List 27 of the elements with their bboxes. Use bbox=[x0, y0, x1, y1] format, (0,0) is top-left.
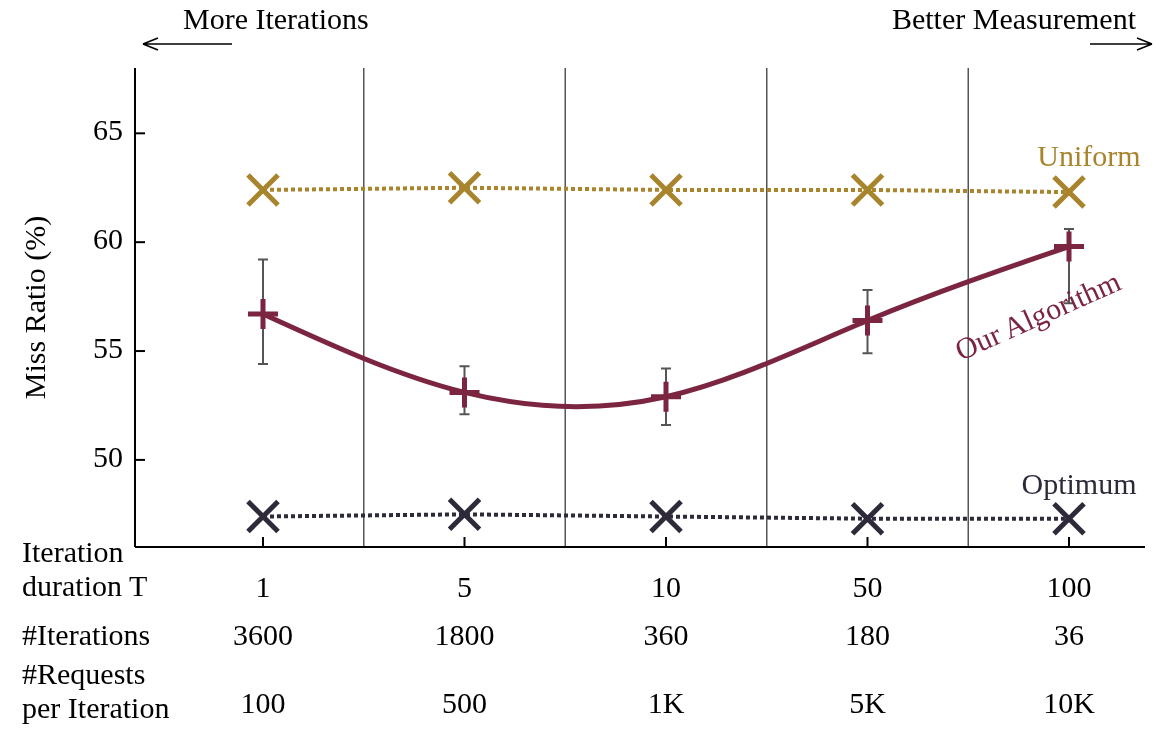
text: 500 bbox=[442, 685, 487, 719]
text: 10K bbox=[1043, 685, 1096, 719]
x-tick-label: 50 bbox=[852, 569, 883, 603]
text: #Requests per Iteration bbox=[22, 656, 170, 724]
y-tick-label: 55 bbox=[93, 330, 123, 364]
text: 180 bbox=[845, 617, 890, 651]
x-axis-title: Iteration duration T bbox=[22, 534, 148, 602]
text: #Iterations bbox=[22, 617, 151, 651]
x-tick-label: 100 bbox=[1046, 569, 1092, 603]
text: More Iterations bbox=[183, 1, 369, 35]
text: 36 bbox=[1054, 617, 1084, 651]
series-label: Optimum bbox=[1021, 466, 1137, 500]
text: 5K bbox=[849, 685, 887, 719]
text: 1800 bbox=[434, 617, 495, 651]
text: 100 bbox=[240, 685, 286, 719]
y-axis-title: Miss Ratio (%) bbox=[17, 215, 52, 400]
text: 3600 bbox=[233, 617, 293, 651]
x-tick-label: 1 bbox=[255, 569, 271, 603]
x-tick-label: 5 bbox=[457, 569, 472, 603]
text: 360 bbox=[643, 617, 689, 651]
y-tick-label: 60 bbox=[93, 222, 123, 256]
y-tick-label: 65 bbox=[93, 113, 123, 147]
text: 1K bbox=[647, 685, 685, 719]
text: Better Measurement bbox=[891, 1, 1137, 35]
series-label: Uniform bbox=[1037, 139, 1141, 172]
x-tick-label: 10 bbox=[651, 569, 681, 603]
y-tick-label: 50 bbox=[93, 439, 123, 473]
